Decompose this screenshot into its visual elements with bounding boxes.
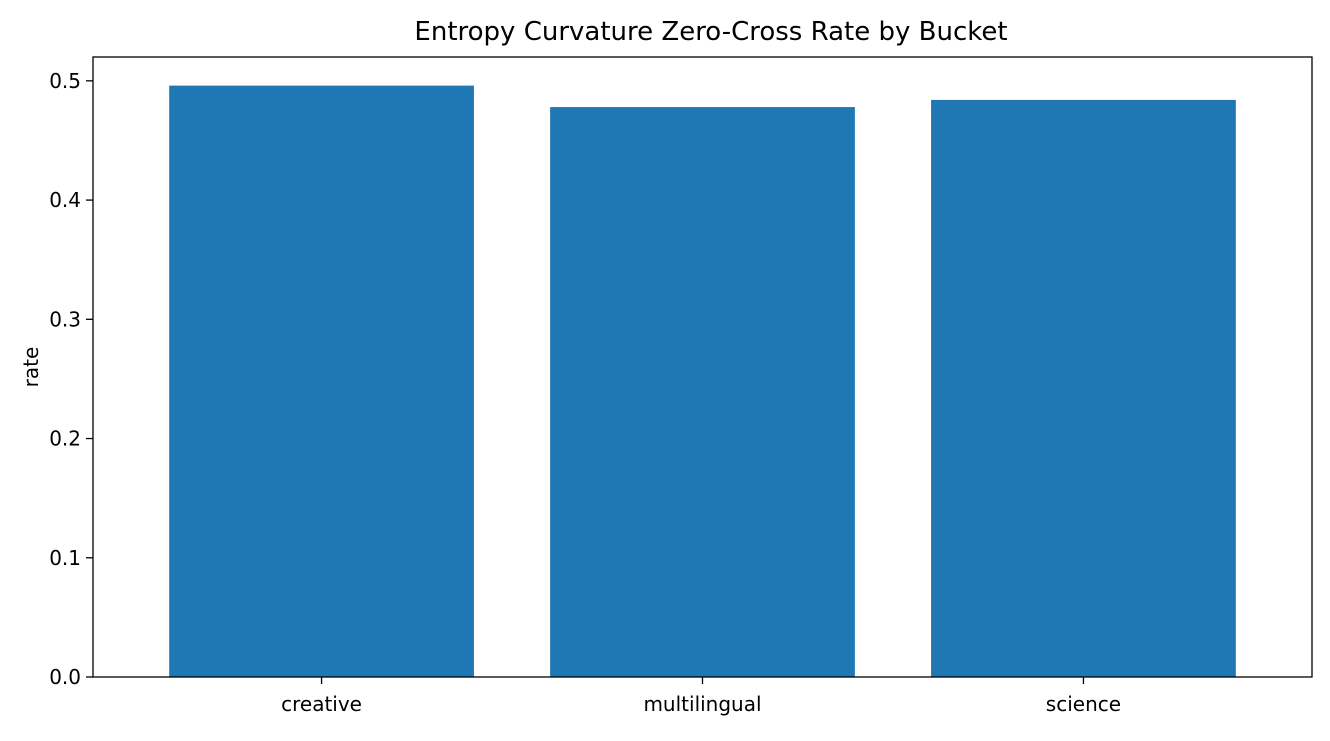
y-axis-ticks: 0.0 0.1 0.2 0.3 0.4 0.5: [49, 69, 93, 689]
x-tick-label: science: [1046, 692, 1121, 716]
bars-group: [169, 85, 1236, 678]
y-tick-label: 0.3: [49, 307, 81, 331]
x-tick-label: multilingual: [643, 692, 761, 716]
y-tick-label: 0.4: [49, 188, 81, 212]
chart-title: Entropy Curvature Zero-Cross Rate by Buc…: [414, 17, 1007, 47]
plot-frame: [92, 56, 1313, 678]
y-tick-label: 0.1: [49, 546, 81, 570]
y-axis-label: rate: [19, 347, 43, 388]
y-tick-label: 0.5: [49, 69, 81, 93]
x-tick-label: creative: [281, 692, 362, 716]
y-tick-label: 0.0: [49, 665, 81, 689]
bar-science: [931, 99, 1236, 677]
x-axis-ticks: creative multilingual science: [281, 677, 1121, 716]
bar-multilingual: [550, 107, 855, 678]
y-tick-label: 0.2: [49, 427, 81, 451]
bar-creative: [169, 85, 474, 678]
